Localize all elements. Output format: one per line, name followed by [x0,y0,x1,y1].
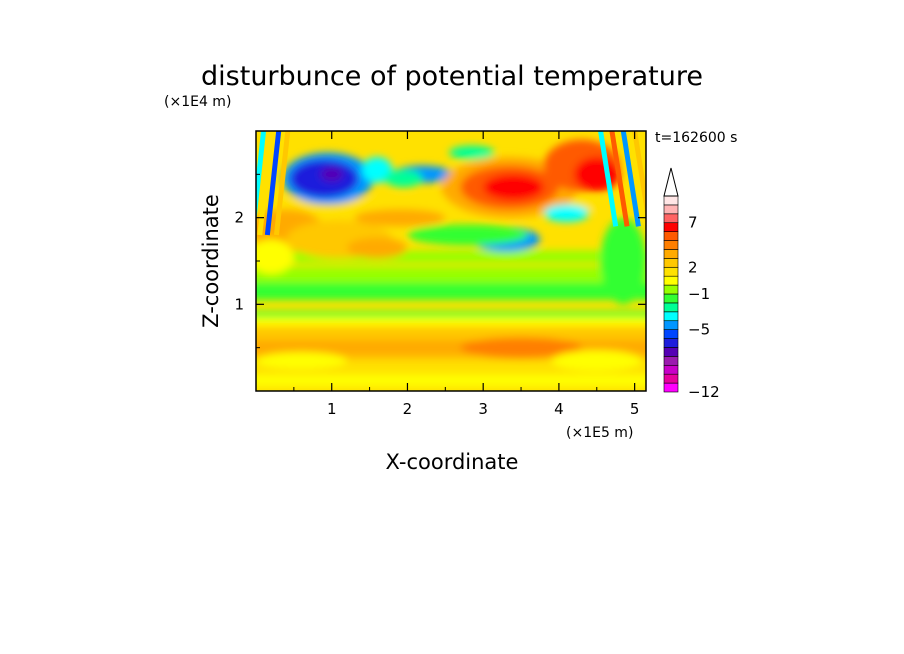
colorbar-swatch [663,311,679,322]
colorbar-swatch [663,213,679,224]
y-tick-label: 1 [234,295,244,313]
colorbar-swatch [663,338,679,348]
colorbar-label: 2 [688,258,698,276]
x-tick-label: 5 [630,400,640,418]
colorbar-swatch [663,382,679,393]
colorbar-swatch [663,302,679,313]
plot-field [256,131,646,391]
field-contour [551,350,643,372]
colorbar-label: −1 [688,285,710,303]
wave-streak [273,131,291,236]
field-contour [600,217,646,305]
colorbar-swatch [663,240,679,250]
colorbar-label: 7 [688,214,698,232]
field-contour [449,145,495,160]
colorbar-label: −12 [688,383,720,401]
x-unit-label: (×1E5 m) [566,425,633,441]
field-contour [256,352,347,370]
time-label: t=162600 s [655,130,737,146]
colorbar-swatch [663,293,679,304]
colorbar-label: −5 [688,321,710,339]
colorbar: 7 2 −1 −5 −12 [663,167,720,401]
wave-streak [264,131,282,236]
chart-title: disturbunce of potential temperature [201,61,703,92]
field-contours [256,139,646,387]
field-contour [346,237,408,259]
field-contour [384,170,423,188]
colorbar-extend-arrow [663,167,679,197]
colorbar-swatch [663,347,679,357]
x-axis-label: X-coordinate [386,450,519,474]
wave-streak [256,131,267,224]
y-axis-label: Z-coordinate [199,194,223,328]
colorbar-swatch [663,329,679,339]
y-tick-label: 2 [234,209,244,227]
colorbar-swatch [663,222,679,232]
field-band [256,311,646,319]
colorbar-swatch [663,231,679,241]
colorbar-swatch [663,373,679,384]
field-contour [354,209,446,227]
field-band [256,374,646,387]
colorbar-swatch [663,320,679,330]
x-tick-label: 1 [327,400,337,418]
field-contour [460,337,582,359]
field-contour [320,167,344,182]
colorbar-swatch [663,356,679,366]
field-band [256,317,646,326]
y-unit-label: (×1E4 m) [164,94,231,110]
wave-streak [609,131,630,227]
field-contour [256,239,294,274]
x-tick-label: 4 [554,400,564,418]
colorbar-swatch [663,195,679,206]
x-tick-label: 2 [403,400,413,418]
field-contour [543,204,590,222]
field-band [256,282,646,300]
x-axis: 1 2 3 4 5 [293,131,640,418]
field-band [256,199,646,210]
field-contour [362,157,393,183]
colorbar-swatch [663,258,679,268]
field-contour [407,224,529,246]
colorbar-swatch [663,275,679,286]
colorbar-swatch [663,266,679,277]
colorbar-swatch [663,204,679,215]
y-axis: 12 [234,173,646,349]
field-contour [574,157,620,192]
field-contour [483,174,544,201]
x-tick-label: 3 [478,400,488,418]
colorbar-swatch [663,284,679,295]
wave-streak [632,131,646,219]
wave-streak [620,131,641,227]
wave-streak [598,131,619,227]
colorbar-swatch [663,249,679,259]
colorbar-swatch [663,364,679,375]
